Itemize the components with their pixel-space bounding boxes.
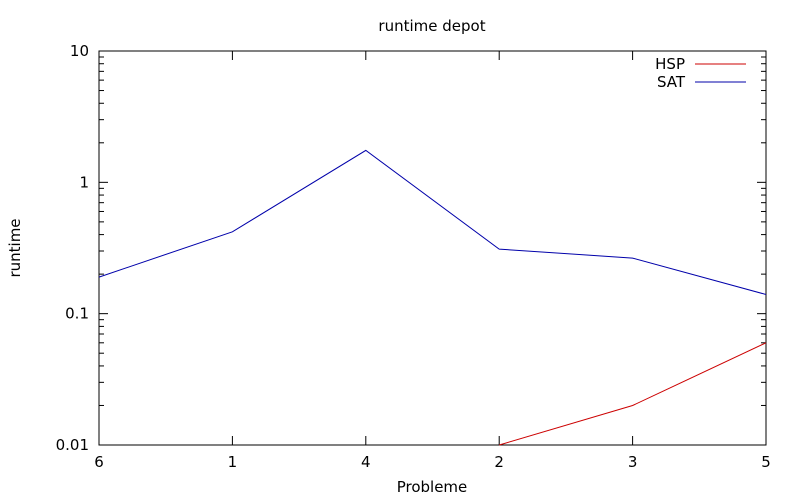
- x-tick-label: 1: [228, 453, 238, 471]
- x-axis: 6 1 4 2 3 5: [94, 51, 771, 471]
- y-axis-label: runtime: [6, 218, 24, 277]
- y-tick-label: 0.01: [56, 436, 89, 454]
- y-tick-label: 10: [70, 42, 89, 60]
- y-tick-label: 1: [79, 173, 89, 191]
- series-line-hsp: [499, 342, 767, 446]
- chart-title: runtime depot: [378, 17, 485, 35]
- y-axis: 0.01 0.1 1 10: [56, 42, 766, 454]
- legend-label-sat: SAT: [657, 73, 686, 91]
- x-tick-label: 3: [628, 453, 638, 471]
- x-tick-label: 2: [494, 453, 504, 471]
- series-layer: [98, 149, 767, 446]
- x-tick-label: 6: [94, 453, 104, 471]
- x-axis-label: Probleme: [397, 478, 468, 496]
- legend-label-hsp: HSP: [655, 55, 685, 73]
- x-tick-label: 5: [761, 453, 771, 471]
- y-tick-label: 0.1: [65, 305, 89, 323]
- x-tick-label: 4: [361, 453, 371, 471]
- plot-frame: [98, 50, 767, 446]
- series-line-sat: [98, 149, 767, 295]
